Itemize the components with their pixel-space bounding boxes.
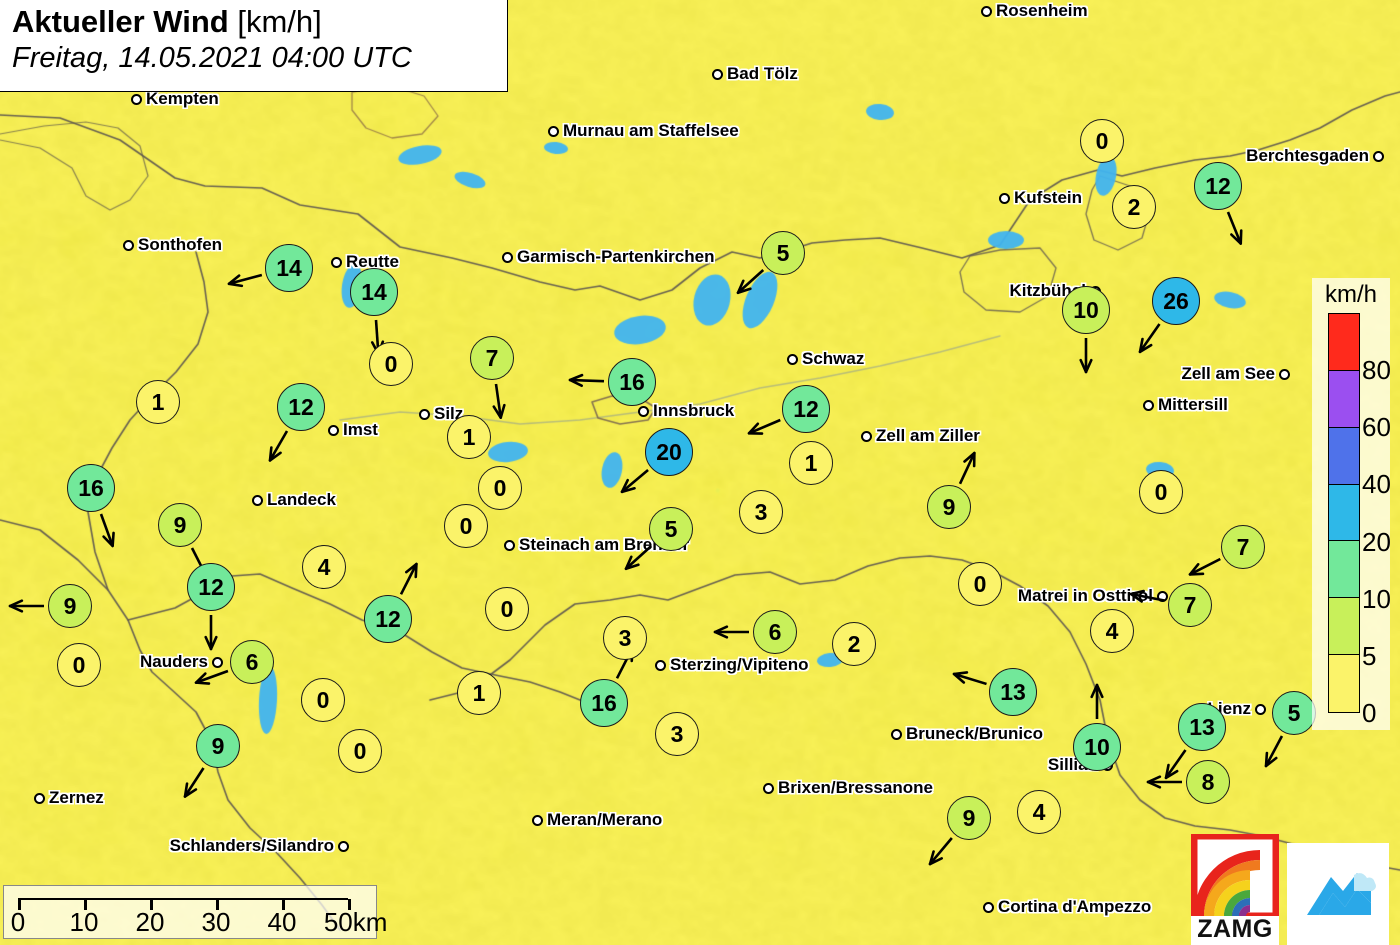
wind-station-marker[interactable]: 0 (958, 562, 1002, 606)
wind-station-marker[interactable]: 9 (947, 796, 991, 840)
wind-station-marker[interactable]: 0 (1080, 119, 1124, 163)
wind-station-marker[interactable]: 6 (753, 610, 797, 654)
scale-label: 0 (10, 907, 26, 937)
wind-station-marker[interactable]: 16 (67, 464, 115, 512)
wind-station-marker[interactable]: 7 (1168, 583, 1212, 627)
wind-station-marker[interactable]: 0 (444, 504, 488, 548)
scale-line (18, 898, 351, 910)
wind-station-marker[interactable]: 8 (1186, 760, 1230, 804)
wind-station-marker[interactable]: 7 (1221, 525, 1265, 569)
wind-station-marker[interactable]: 0 (301, 678, 345, 722)
wind-station-marker[interactable]: 5 (1272, 691, 1316, 735)
legend-tick-label: 5 (1362, 640, 1377, 671)
wind-station-marker[interactable]: 6 (230, 640, 274, 684)
wind-station-marker[interactable]: 13 (989, 668, 1037, 716)
mountain-logo[interactable] (1287, 843, 1389, 945)
wind-station-marker[interactable]: 1 (136, 380, 180, 424)
legend-tick-label: 10 (1362, 583, 1391, 614)
wind-station-marker[interactable]: 14 (265, 244, 313, 292)
legend-band (1329, 427, 1359, 485)
wind-station-marker[interactable]: 10 (1073, 723, 1121, 771)
scale-labels: 0 10 20 30 40 50km (4, 907, 388, 937)
zamg-wordmark: ZAMG (1197, 915, 1273, 943)
wind-station-marker[interactable]: 2 (1112, 185, 1156, 229)
scale-tick (348, 899, 351, 910)
wind-station-marker[interactable]: 14 (350, 268, 398, 316)
scale-tick (216, 899, 219, 910)
wind-station-marker[interactable]: 3 (655, 712, 699, 756)
wind-station-marker[interactable]: 4 (302, 545, 346, 589)
scale-tick (18, 899, 21, 910)
wind-station-marker[interactable]: 5 (761, 231, 805, 275)
wind-station-marker[interactable]: 1 (789, 441, 833, 485)
wind-station-marker[interactable]: 0 (369, 342, 413, 386)
wind-station-marker[interactable]: 13 (1178, 703, 1226, 751)
legend-tick-label: 0 (1362, 698, 1377, 728)
legend-band (1329, 484, 1359, 542)
wind-station-marker[interactable]: 12 (1194, 162, 1242, 210)
wind-station-marker[interactable]: 16 (580, 679, 628, 727)
legend-band (1329, 314, 1359, 371)
scale-label: 10 (69, 907, 99, 937)
legend-tick-label: 80 (1362, 355, 1391, 386)
wind-station-marker[interactable]: 16 (608, 358, 656, 406)
scale-bar: 0 10 20 30 40 50km (3, 885, 388, 939)
scale-tick (282, 899, 285, 910)
zamg-rainbow-icon (1191, 834, 1279, 945)
scale-label: 20 (135, 907, 165, 937)
wind-station-marker[interactable]: 0 (338, 729, 382, 773)
wind-station-marker[interactable]: 7 (470, 336, 514, 380)
wind-station-marker[interactable]: 1 (447, 415, 491, 459)
title-datetime: Freitag, 14.05.2021 04:00 UTC (12, 42, 412, 74)
wind-station-marker[interactable]: 1 (457, 671, 501, 715)
wind-station-marker[interactable]: 4 (1017, 790, 1061, 834)
wind-station-marker[interactable]: 10 (1062, 286, 1110, 334)
title-unit: [km/h] (237, 4, 322, 39)
wind-station-marker[interactable]: 12 (782, 385, 830, 433)
wind-station-marker[interactable]: 9 (48, 584, 92, 628)
color-legend: km/h 80 60 40 20 10 5 0 (1312, 278, 1391, 730)
scale-label: 50km (323, 907, 388, 937)
legend-tick-label: 20 (1362, 526, 1391, 557)
wind-station-marker[interactable]: 3 (603, 616, 647, 660)
scale-tick (84, 899, 87, 910)
legend-band (1329, 370, 1359, 428)
map-title-box: Aktueller Wind [km/h] Freitag, 14.05.202… (0, 0, 508, 92)
wind-station-marker[interactable]: 4 (1090, 609, 1134, 653)
mountain-arrow-icon (1307, 873, 1376, 915)
scale-label: 40 (267, 907, 297, 937)
wind-station-marker[interactable]: 0 (57, 643, 101, 687)
legend-colorbar (1328, 313, 1360, 713)
wind-station-marker[interactable]: 26 (1152, 277, 1200, 325)
wind-station-marker[interactable]: 3 (739, 490, 783, 534)
wind-station-marker[interactable]: 9 (158, 503, 202, 547)
legend-band (1329, 598, 1359, 656)
wind-station-marker[interactable]: 20 (645, 428, 693, 476)
legend-band (1329, 655, 1359, 712)
zamg-logo[interactable]: ZAMG (1191, 834, 1279, 945)
legend-tick-label: 40 (1362, 469, 1391, 500)
wind-station-marker[interactable]: 12 (364, 595, 412, 643)
wind-station-marker[interactable]: 2 (832, 622, 876, 666)
wind-station-marker[interactable]: 12 (277, 383, 325, 431)
title-main: Aktueller Wind (12, 4, 229, 39)
wind-station-marker[interactable]: 0 (1139, 470, 1183, 514)
page-title: Aktueller Wind [km/h] (12, 4, 497, 40)
legend-tick-label: 60 (1362, 412, 1391, 443)
legend-band (1329, 541, 1359, 599)
wind-station-marker[interactable]: 5 (649, 507, 693, 551)
wind-station-marker[interactable]: 12 (187, 563, 235, 611)
wind-station-marker[interactable]: 0 (478, 466, 522, 510)
wind-station-marker[interactable]: 0 (485, 587, 529, 631)
legend-title: km/h (1324, 281, 1377, 308)
wind-station-marker[interactable]: 9 (927, 485, 971, 529)
scale-tick (150, 899, 153, 910)
wind-station-marker[interactable]: 9 (196, 724, 240, 768)
scale-label: 30 (201, 907, 231, 937)
